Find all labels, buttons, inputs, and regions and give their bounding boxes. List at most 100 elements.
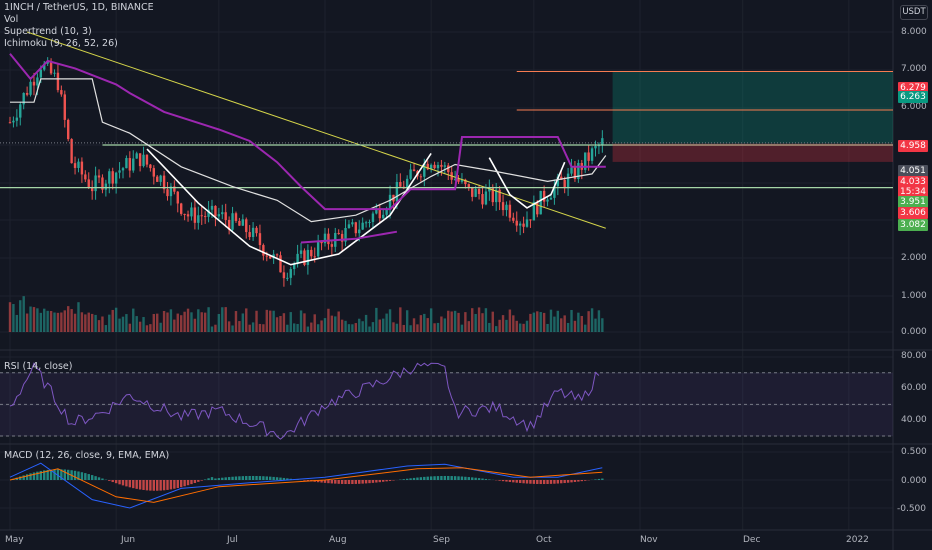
candle-body [238, 220, 241, 226]
macd-histogram-bar [423, 476, 426, 480]
candle-body [282, 272, 286, 279]
macd-histogram-bar [320, 480, 323, 483]
volume-bar [477, 307, 481, 332]
volume-bar [412, 318, 416, 332]
volume-bar [347, 324, 351, 332]
volume-bar [214, 324, 217, 332]
candle-body [255, 227, 258, 234]
volume-bar [368, 326, 371, 332]
candle-body [19, 104, 22, 118]
macd-histogram-bar [173, 480, 176, 489]
volume-bar [471, 308, 474, 332]
legend-rsi: RSI (14, close) [4, 361, 73, 372]
volume-bar [402, 324, 405, 332]
volume-bar [344, 320, 347, 332]
volume-bar [19, 300, 22, 332]
volume-bar [330, 315, 334, 332]
candle-body [539, 190, 542, 215]
volume-bar [556, 310, 560, 332]
candle-body [371, 213, 375, 222]
macd-histogram-bar [142, 480, 145, 490]
volume-bar [594, 318, 597, 332]
macd-histogram-bar [138, 480, 142, 490]
macd-histogram-bar [166, 480, 169, 490]
macd-histogram-bar [22, 475, 25, 480]
macd-histogram-bar [484, 478, 488, 480]
macd-histogram-bar [368, 480, 371, 484]
candle-body [25, 93, 29, 95]
macd-histogram-bar [282, 477, 286, 480]
candle-body [138, 153, 142, 167]
candle-body [433, 164, 436, 169]
macd-histogram-bar [316, 480, 320, 483]
candle-body [125, 158, 128, 169]
volume-bar [450, 311, 453, 332]
candle-body [210, 205, 214, 210]
volume-bar [118, 318, 121, 332]
volume-bar [337, 311, 340, 332]
currency-button[interactable]: USDT [900, 5, 928, 20]
macd-histogram-bar [53, 469, 56, 480]
volume-bar [416, 324, 419, 332]
candle-body [508, 204, 512, 218]
volume-bar [426, 318, 429, 332]
macd-histogram-bar [193, 480, 197, 484]
candle-body [464, 179, 467, 185]
candle-body [532, 201, 536, 221]
candle-body [221, 212, 224, 215]
macd-histogram-bar [436, 476, 440, 480]
candle-body [262, 245, 265, 256]
volume-bar [378, 319, 381, 332]
macd-histogram-bar [269, 476, 272, 480]
candle-body [12, 120, 15, 123]
candle-body [63, 94, 66, 120]
candle-body [347, 224, 351, 228]
macd-histogram-bar [67, 469, 70, 480]
macd-histogram-bar [84, 473, 87, 480]
macd-tick: 0.500 [901, 447, 927, 457]
macd-histogram-bar [221, 477, 224, 480]
macd-histogram-bar [573, 480, 577, 482]
macd-histogram-bar [87, 474, 90, 480]
macd-histogram-bar [529, 480, 532, 484]
candle-body [49, 61, 53, 74]
macd-histogram-bar [351, 480, 354, 485]
volume-bar [169, 309, 173, 332]
volume-bar [207, 307, 210, 332]
macd-histogram-bar [279, 477, 282, 480]
candle-body [320, 241, 323, 244]
volume-bar [553, 316, 556, 332]
macd-histogram-bar [56, 469, 60, 480]
macd-histogram-bar [186, 480, 190, 486]
price-tag-entry: 4.033 [898, 176, 928, 188]
volume-bar [392, 322, 395, 332]
candle-body [84, 174, 87, 180]
x-tick: Jun [121, 535, 136, 545]
volume-bar [515, 320, 518, 332]
volume-bar [43, 308, 46, 332]
candle-body [193, 207, 197, 223]
volume-bar [375, 307, 378, 332]
candle-body [344, 227, 347, 242]
volume-bar [429, 308, 433, 332]
macd-histogram-bar [488, 479, 491, 480]
macd-histogram-bar [433, 476, 436, 480]
macd-histogram-bar [542, 480, 546, 485]
volume-bar [474, 313, 477, 332]
legend-vol: Vol [4, 14, 19, 25]
macd-histogram-bar [94, 476, 97, 480]
candle-body [114, 172, 118, 184]
macd-histogram-bar [416, 477, 419, 480]
candle-body [234, 213, 238, 221]
candle-body [436, 164, 440, 169]
volume-bar [498, 319, 501, 332]
candle-body [29, 81, 32, 95]
macd-histogram-bar [190, 480, 193, 485]
macd-histogram-bar [419, 477, 423, 480]
price-tag-last: 4.051 [898, 165, 928, 177]
macd-histogram-bar [39, 470, 43, 480]
macd-histogram-bar [217, 478, 221, 480]
candle-body [214, 205, 217, 217]
macd-histogram-bar [467, 477, 471, 480]
